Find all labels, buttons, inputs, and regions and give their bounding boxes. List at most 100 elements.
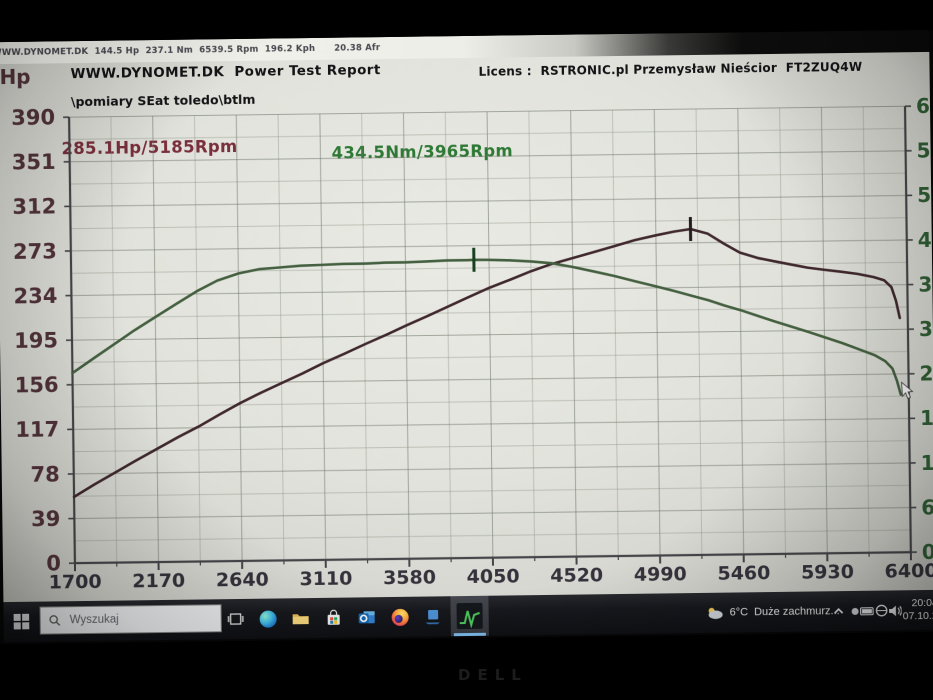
tray-volume-button[interactable] [887,590,902,630]
x-tick-label: 1700 [49,571,102,594]
weather-condition: Duże zachmurz... [754,605,840,619]
y-left-tick-label: 39 [31,507,61,531]
grid-line-h [73,417,910,430]
x-tick-label: 4990 [634,563,687,586]
battery-icon [860,607,874,616]
firefox-icon [391,608,409,626]
grid-line-h [70,239,907,252]
y-right-tick-label: 650 [916,94,933,119]
grid-line-h [73,440,910,453]
start-button[interactable] [7,602,36,642]
task-view-icon [227,613,244,625]
grid-line-h [70,194,907,207]
x-tick-label: 5460 [717,562,770,585]
edge-icon [259,610,277,628]
search-icon [49,615,61,626]
outlook-icon [358,611,375,624]
torque_nm-curve [71,258,903,396]
y-right-tick-label: 195 [920,406,933,431]
y-left-tick-label: 351 [12,150,56,175]
tray-expand-button[interactable] [831,591,846,631]
outlook-button[interactable] [351,597,382,637]
grid-line-h [71,306,908,319]
firefox-button[interactable] [384,597,415,637]
y-left-tick-label: 390 [11,105,55,130]
taskbar: 6°C Duże zachmurz... [3,589,933,643]
tray-network-button[interactable] [874,590,889,630]
dynomet-app-icon [456,602,483,630]
weather-temp: 6°C [729,606,749,619]
x-tick-label: 3110 [299,568,352,591]
weather-cloud-icon [708,607,723,619]
chart-curves [71,217,903,499]
x-tick-label: 2640 [216,569,269,592]
y-left-tick-label: 0 [46,551,61,575]
edge-button[interactable] [252,598,283,638]
tray-battery-button[interactable] [859,591,874,631]
y-right-tick-label: 455 [918,227,933,252]
store-button[interactable] [318,598,349,638]
grid-line-h [74,484,910,497]
grid-line-h [71,284,908,297]
y-right-tick-label: 130 [921,450,933,475]
x-tick-label: 5930 [801,561,854,584]
mouse-cursor-icon [901,381,914,399]
store-icon [327,609,340,625]
file-explorer-icon [292,614,309,625]
your-phone-button[interactable] [417,596,448,636]
monitor-screen: WWW.DYNOMET.DK 144.5 Hp 237.1 Nm 6539.5 … [0,29,933,645]
y-left-tick-label: 273 [13,239,57,264]
y-right-tick-label: 0 [922,540,933,564]
chart-grid [68,105,912,564]
y-left-tick-label: 78 [30,462,60,486]
grid-line-h [69,128,906,140]
y-right-tick-label: 390 [918,272,933,297]
grid-line-h [73,462,910,475]
search-input[interactable] [67,611,212,628]
chart-axes [63,105,917,572]
grid-line-h [70,217,907,230]
clock-date: 07.10.2020 [902,609,933,623]
grid-line-h [69,105,906,118]
x-tick-label: 4050 [467,565,520,588]
clock-time: 20:04 [911,596,933,610]
grid-line-h [69,150,906,163]
y-right-tick-label: 585 [916,138,933,163]
speaker-icon [889,605,902,616]
power_hp-curve [72,227,902,499]
window-title: WWW.DYNOMET.DK 144.5 Hp 237.1 Nm 6539.5 … [0,43,381,59]
chart-axis-labels: Hp 0 39 78 117 156 195 234 273 312 351 390 0 65 130 195… [0,65,933,594]
y-right-tick-label: 520 [917,183,933,208]
grid-line-h [71,261,908,274]
dynomet-app-button-active[interactable] [450,595,489,637]
grid-line-h [72,328,908,341]
x-tick-label: 3580 [383,566,436,589]
circle-icon [875,604,888,617]
windows-logo-icon [13,613,30,630]
weather-widget[interactable]: 6°C Duże zachmurz... [705,591,840,633]
dyno-chart: Hp 0 39 78 117 156 195 234 273 312 351 390 0 65 130 195… [0,65,933,594]
grid-line-h [72,395,909,408]
chevron-up-icon [834,608,844,614]
y-right-tick-label: 325 [919,317,933,342]
grid-line-h [72,351,909,363]
y-right-tick-label: 260 [919,361,933,386]
dyno-report-window: WWW.DYNOMET.DK Power Test Report Licens … [0,51,933,603]
grid-line-h [69,172,906,185]
x-tick-label: 2170 [132,570,185,593]
taskbar-search[interactable] [39,604,222,635]
task-view-button[interactable] [220,599,251,639]
dot-icon [851,607,859,615]
x-tick-label: 6400 [885,560,933,583]
y-left-tick-label: 195 [14,328,58,353]
y-left-tick-label: 234 [13,284,57,309]
windows-desktop: WWW.DYNOMET.DK 144.5 Hp 237.1 Nm 6539.5 … [0,29,933,643]
x-tick-label: 4520 [550,564,603,587]
tray-clock[interactable]: 20:04 07.10.2020 [902,597,933,624]
file-explorer-button[interactable] [285,598,316,638]
your-phone-icon [425,609,440,625]
y-left-tick-label: 117 [15,418,59,443]
grid-line-h [74,529,911,542]
grid-line-h [74,507,911,520]
